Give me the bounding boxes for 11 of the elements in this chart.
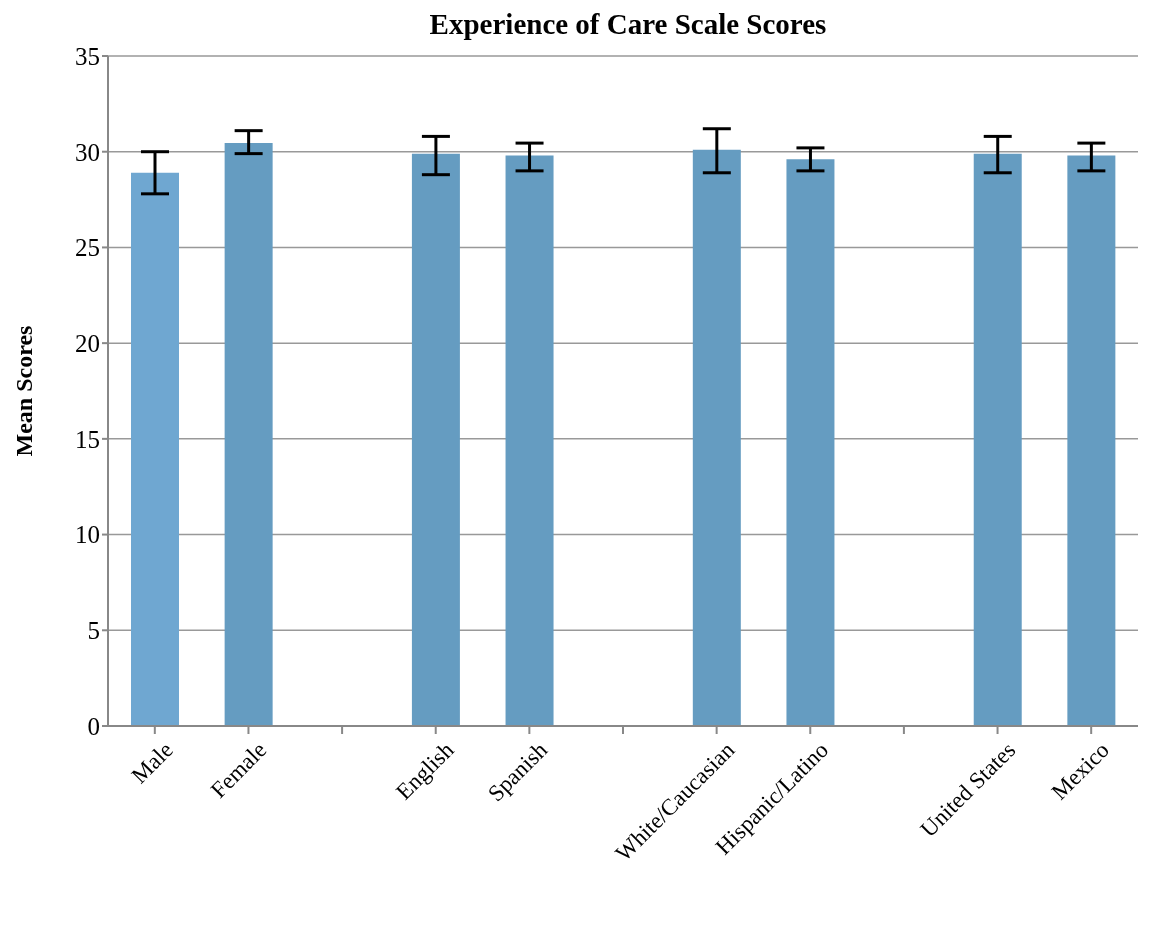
y-tick-label: 30 [75,138,100,166]
y-tick-label: 20 [75,330,100,358]
x-tick-label: Male [126,737,178,789]
y-axis-title: Mean Scores [10,325,37,457]
y-tick-label: 15 [75,425,100,453]
y-tick-label: 35 [75,42,100,70]
chart-title: Experience of Care Scale Scores [428,8,828,41]
y-tick-label: 25 [75,234,100,262]
y-tick-label: 10 [75,521,100,549]
y-tick-label: 5 [87,617,100,645]
y-tick-label: 0 [87,712,100,740]
